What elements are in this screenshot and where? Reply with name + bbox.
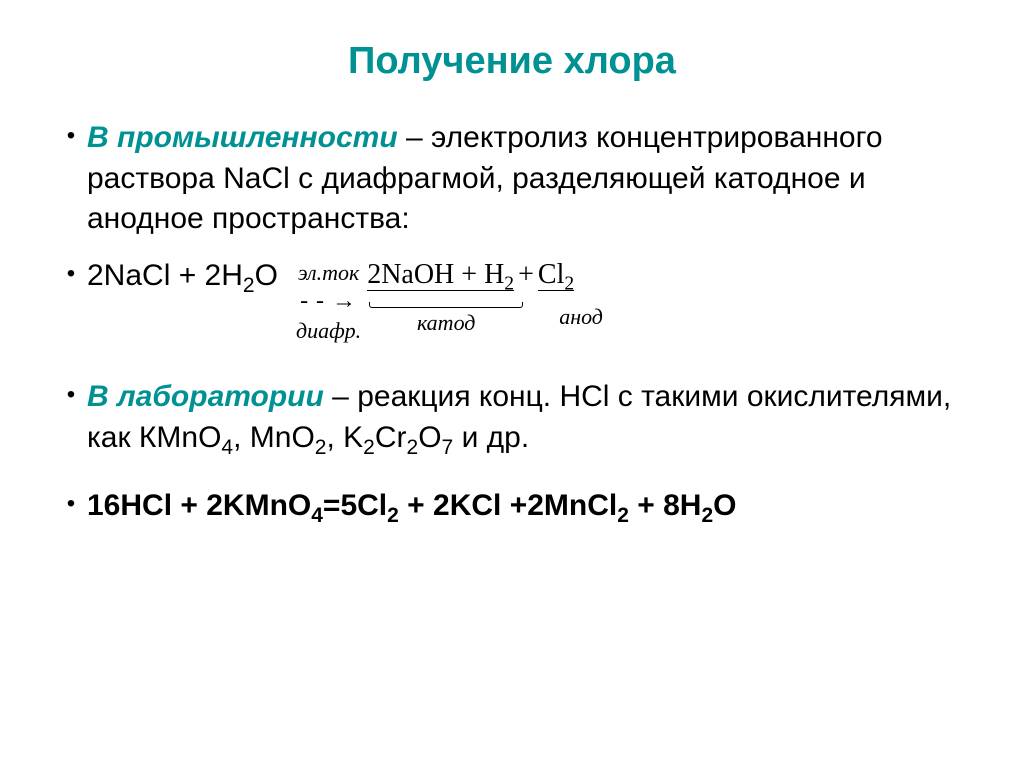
eq-left: 2NaCl + 2H2O [87,256,278,300]
lab-highlight: В лаборатории [87,380,324,413]
slide-title: Получение хлора [55,40,969,83]
bullet-equation-lab: • 16HCl + 2KMnO4=5Cl2 + 2KCl +2MnCl2 + 8… [55,486,969,530]
bullet-dot: • [55,256,87,290]
bullet-equation-industry: • 2NaCl + 2H2O эл.ток - - → диафр. 2NaOH… [55,256,969,346]
bullet-industry: • В промышленности – электролиз концентр… [55,118,969,240]
anno-anod: анод [559,302,603,338]
bullet-dot: • [55,486,87,520]
industry-highlight: В промышленности [87,121,398,154]
bullet-dot: • [55,118,87,152]
eq-right: 2NaOH + H2 + Cl2 катод анод [367,256,603,338]
anno-katod: катод [417,310,475,335]
bullet-dot: • [55,377,87,411]
reaction-arrow: эл.ток - - → диафр. [296,256,361,346]
bullet-laboratory: • В лаборатории – реакция конц. HCl с та… [55,377,969,462]
eq2: 16HCl + 2KMnO4=5Cl2 + 2KCl +2MnCl2 + 8H2… [87,489,737,522]
